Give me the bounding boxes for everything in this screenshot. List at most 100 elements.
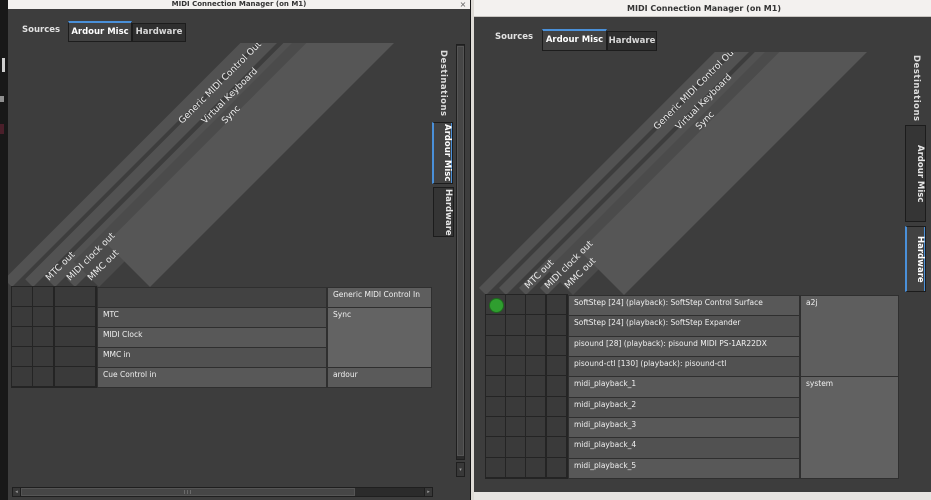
tab-ardour-misc[interactable]: Ardour Misc — [68, 21, 132, 42]
window-titlebar[interactable]: MIDI Connection Manager (on M1) × — [8, 0, 470, 9]
matrix-cell[interactable] — [506, 437, 525, 457]
matrix-cell[interactable] — [506, 315, 525, 335]
port-group-cell: ardour — [327, 367, 432, 388]
matrix-cell[interactable] — [12, 307, 32, 326]
port-group-cell: Sync — [327, 307, 432, 368]
port-name-cell: midi_playback_4 — [568, 437, 800, 459]
matrix-cell[interactable] — [506, 396, 525, 417]
port-name-cell: pisound [28] (playback): pisound MIDI PS… — [568, 335, 800, 357]
matrix-cell[interactable] — [547, 437, 566, 457]
matrix-cell[interactable] — [486, 295, 505, 315]
matrix-cell[interactable] — [526, 396, 545, 417]
desktop-artifact — [0, 124, 4, 134]
matrix-cell[interactable] — [33, 307, 53, 326]
scrollbar-grip — [184, 490, 192, 494]
matrix-cell[interactable] — [33, 367, 53, 386]
tab-hardware[interactable]: Hardware — [607, 31, 657, 51]
matrix-cell[interactable] — [75, 367, 95, 386]
matrix-cell[interactable] — [486, 356, 505, 376]
matrix-cell[interactable] — [75, 347, 95, 366]
side-tab-hardware[interactable]: Hardware — [433, 187, 454, 237]
matrix-cell[interactable] — [526, 417, 545, 437]
port-name-cell: MTC — [97, 307, 327, 328]
port-name-cell: pisound-ctl [130] (playback): pisound-ct… — [568, 356, 800, 378]
midi-connection-manager-window-left: MTC out MIDI clock out MMC out Generic MIDI… — [8, 0, 470, 500]
port-group-cell: a2j — [800, 295, 899, 378]
matrix-cell[interactable] — [526, 315, 545, 335]
matrix-cell[interactable] — [506, 376, 525, 396]
matrix-cell[interactable] — [75, 327, 95, 346]
matrix-cell[interactable] — [486, 376, 505, 396]
matrix-cell[interactable] — [12, 287, 32, 306]
matrix-cell[interactable] — [33, 287, 53, 306]
window-titlebar[interactable]: MIDI Connection Manager (on M1) — [474, 0, 931, 17]
connection-dot — [489, 298, 504, 314]
port-name-cell: SoftStep [24] (playback): SoftStep Expan… — [568, 315, 800, 337]
matrix-cell[interactable] — [526, 437, 545, 457]
port-name-cell: MIDI Clock — [97, 327, 327, 348]
matrix-cell[interactable] — [547, 396, 566, 417]
matrix-cell[interactable] — [547, 457, 566, 478]
matrix-cell[interactable] — [526, 335, 545, 355]
vertical-scrollbar-thumb[interactable] — [457, 46, 464, 456]
scroll-right-arrow-icon[interactable]: ▸ — [424, 487, 433, 497]
side-tab-ardour-misc[interactable]: Ardour Misc — [905, 125, 926, 222]
matrix-cell[interactable] — [55, 347, 75, 366]
port-name-cell: MMC in — [97, 347, 327, 368]
matrix-cell[interactable] — [486, 396, 505, 417]
matrix-cell[interactable] — [547, 376, 566, 396]
port-name-cell — [97, 287, 327, 308]
matrix-cell[interactable] — [486, 417, 505, 437]
port-name-cell: midi_playback_5 — [568, 457, 800, 480]
matrix-cell[interactable] — [33, 327, 53, 346]
midi-connection-manager-window-right: MTC out MIDI clock out MMC out Generic MIDI… — [471, 0, 931, 500]
matrix-cell[interactable] — [75, 307, 95, 326]
scroll-down-arrow-icon[interactable]: ▾ — [456, 462, 465, 477]
port-name-cell: midi_playback_1 — [568, 376, 800, 398]
close-icon[interactable]: × — [459, 0, 467, 9]
matrix-cell[interactable] — [55, 307, 75, 326]
matrix-cell[interactable] — [506, 457, 525, 478]
matrix-cell[interactable] — [12, 327, 32, 346]
matrix-cell[interactable] — [547, 356, 566, 376]
matrix-cell[interactable] — [486, 437, 505, 457]
matrix-cell[interactable] — [55, 287, 75, 306]
matrix-cell[interactable] — [486, 457, 505, 478]
destinations-label: Destinations — [911, 55, 921, 122]
header-diagonal-band — [106, 43, 432, 288]
port-name-cell: midi_playback_3 — [568, 417, 800, 439]
destinations-label: Destinations — [438, 50, 448, 117]
matrix-cell[interactable] — [486, 335, 505, 355]
scroll-left-arrow-icon[interactable]: ◂ — [12, 487, 21, 497]
matrix-cell[interactable] — [506, 417, 525, 437]
matrix-cell[interactable] — [526, 356, 545, 376]
tab-hardware[interactable]: Hardware — [132, 23, 186, 42]
tab-ardour-misc[interactable]: Ardour Misc — [542, 29, 607, 51]
matrix-cell[interactable] — [526, 376, 545, 396]
matrix-cell[interactable] — [486, 315, 505, 335]
port-name-cell: midi_playback_2 — [568, 396, 800, 419]
window-title: MIDI Connection Manager (on M1) — [627, 4, 781, 13]
matrix-cell[interactable] — [12, 367, 32, 386]
side-tab-ardour-misc[interactable]: Ardour Misc — [432, 122, 453, 184]
desktop-artifact — [0, 96, 4, 102]
matrix-cell[interactable] — [547, 295, 566, 315]
matrix-cell[interactable] — [33, 347, 53, 366]
matrix-cell[interactable] — [12, 347, 32, 366]
matrix-cell[interactable] — [526, 295, 545, 315]
matrix-cell[interactable] — [547, 417, 566, 437]
matrix-cell[interactable] — [506, 356, 525, 376]
port-name-cell: SoftStep [24] (playback): SoftStep Contr… — [568, 295, 800, 317]
matrix-cell[interactable] — [547, 335, 566, 355]
sources-label: Sources — [495, 32, 534, 42]
matrix-cell[interactable] — [506, 335, 525, 355]
matrix-cell[interactable] — [55, 327, 75, 346]
header-diagonal-band — [580, 52, 904, 296]
matrix-cell[interactable] — [55, 367, 75, 386]
matrix-cell[interactable] — [75, 287, 95, 306]
sources-label: Sources — [22, 25, 61, 35]
side-tab-hardware[interactable]: Hardware — [905, 226, 926, 292]
matrix-cell[interactable] — [526, 457, 545, 478]
matrix-cell[interactable] — [506, 295, 525, 315]
matrix-cell[interactable] — [547, 315, 566, 335]
